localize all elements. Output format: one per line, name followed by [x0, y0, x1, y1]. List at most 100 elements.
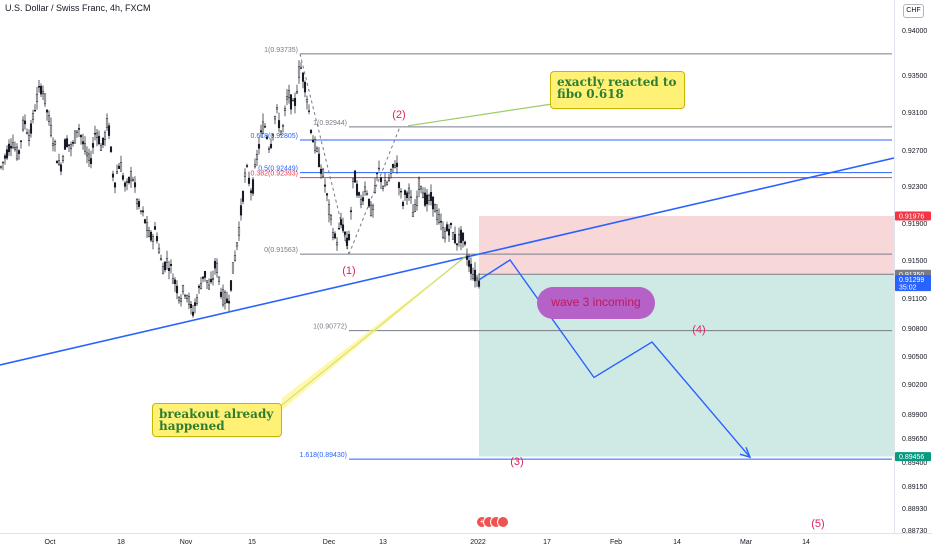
time-tick: 14 — [802, 539, 810, 546]
candle-body — [351, 178, 355, 182]
candle-body — [319, 168, 323, 174]
candle-body — [199, 283, 203, 290]
candle-body — [37, 86, 41, 88]
candle-body — [53, 141, 57, 145]
candle-body — [465, 255, 469, 260]
candle-body — [187, 296, 191, 305]
wave-label: (4) — [692, 324, 705, 336]
candle-body — [77, 128, 81, 130]
candle-body — [317, 153, 321, 168]
price-tick: 0.89150 — [902, 484, 927, 491]
time-tick: Mar — [740, 539, 753, 546]
candle-body — [363, 186, 367, 192]
event-icon[interactable] — [497, 516, 509, 528]
price-tick: 0.91900 — [902, 221, 927, 228]
candle-body — [217, 276, 221, 282]
candle-body — [39, 85, 43, 95]
candle-body — [141, 210, 145, 213]
candle-body — [243, 172, 247, 177]
symbol-title: U.S. Dollar / Swiss Franc, 4h, FXCM — [5, 3, 151, 13]
candle-body — [165, 258, 169, 263]
candle-body — [449, 222, 453, 225]
projection-path — [478, 259, 751, 458]
candle-body — [0, 166, 3, 168]
candle-body — [197, 285, 201, 288]
candle-body — [305, 98, 309, 103]
candle-body — [309, 129, 313, 134]
candle-body — [373, 185, 377, 194]
candle-body — [73, 130, 77, 144]
candle-body — [421, 192, 425, 199]
candle-body — [185, 295, 189, 299]
candle-body — [353, 170, 357, 183]
candle-body — [383, 180, 387, 187]
price-tick: 0.88930 — [902, 506, 927, 513]
price-tick: 0.92700 — [902, 148, 927, 155]
candle-body — [133, 182, 137, 188]
candle-body — [175, 285, 179, 294]
candle-body — [419, 186, 423, 190]
candle-body — [75, 130, 79, 133]
candle-body — [475, 277, 479, 281]
candle-body — [177, 296, 181, 302]
candle-body — [415, 196, 419, 206]
candle-body — [97, 135, 101, 145]
candle-body — [315, 147, 319, 152]
candle-body — [311, 139, 315, 143]
candle-body — [247, 177, 251, 184]
candle-body — [385, 182, 389, 185]
time-tick: 15 — [248, 539, 256, 546]
candle-body — [59, 164, 63, 172]
candle-body — [93, 133, 97, 135]
candle-body — [251, 179, 255, 194]
price-badge — [895, 452, 931, 462]
candle-body — [213, 260, 217, 269]
candle-body — [171, 278, 175, 284]
candle-body — [173, 279, 177, 285]
candle-body — [183, 294, 187, 297]
note-breakout[interactable]: breakout already happened — [152, 403, 282, 437]
candle-body — [467, 260, 471, 267]
candle-body — [47, 115, 51, 122]
price-badge — [895, 211, 931, 221]
price-tick: 0.89900 — [902, 412, 927, 419]
candle-body — [403, 190, 407, 195]
candle-body — [147, 230, 151, 237]
candle-body — [263, 126, 267, 128]
currency-button[interactable]: CHF — [903, 4, 924, 18]
wave3-bubble[interactable]: wave 3 incoming — [537, 287, 655, 319]
position-zones — [479, 215, 894, 457]
price-tick: 0.90200 — [902, 382, 927, 389]
candle-body — [211, 278, 215, 280]
time-axis-separator — [0, 533, 932, 534]
price-axis: 0.94000 0.93500 0.93100 0.92700 0.92300 0.919… — [902, 28, 927, 535]
candle-body — [301, 72, 305, 82]
time-tick: Feb — [610, 539, 622, 546]
wave-label: (2) — [392, 109, 405, 121]
candle-body — [333, 233, 337, 239]
time-tick: Oct — [45, 539, 56, 546]
candle-body — [1, 161, 5, 164]
candle-body — [33, 110, 37, 112]
candle-body — [89, 158, 93, 165]
wave-label: (1) — [342, 265, 355, 277]
candle-body — [105, 118, 109, 128]
candle-body — [339, 219, 343, 226]
candle-body — [23, 120, 27, 125]
candle-body — [397, 182, 401, 189]
fib-level-label: 0(0.91563) — [264, 247, 298, 254]
candle-body — [119, 162, 123, 172]
price-tick: 0.90500 — [902, 354, 927, 361]
risk-zone — [479, 215, 894, 275]
candle-body — [49, 124, 53, 136]
note-fibo-reaction[interactable]: exactly reacted to fibo 0.618 — [550, 71, 685, 109]
candle-body — [221, 289, 225, 306]
candle-body — [125, 181, 129, 183]
economic-events[interactable]: + — [476, 516, 516, 528]
candle-body — [157, 247, 161, 253]
candle-body — [19, 140, 23, 142]
candle-body — [297, 66, 301, 78]
candle-body — [121, 175, 125, 180]
